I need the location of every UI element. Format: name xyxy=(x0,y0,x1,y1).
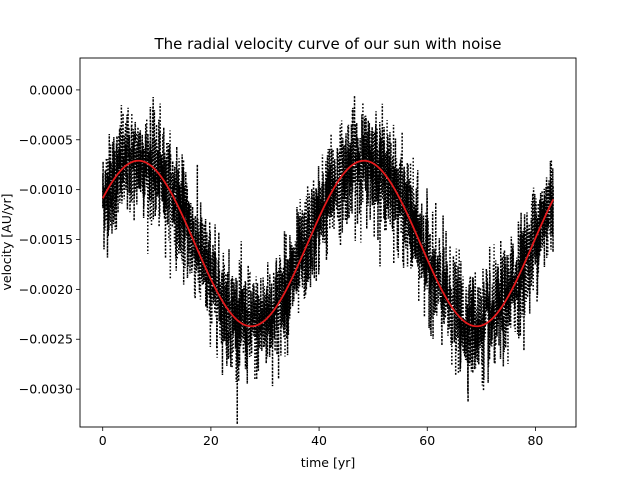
x-tick-label: 80 xyxy=(527,433,543,448)
y-axis: 0.0000 −0.0005 −0.0010 −0.0015 −0.0020 −0.002… xyxy=(19,82,80,397)
x-tick-label: 60 xyxy=(419,433,435,448)
x-tick-label: 20 xyxy=(203,433,219,448)
x-axis-label: time [yr] xyxy=(301,455,356,470)
y-tick-label: 0.0000 xyxy=(29,82,73,97)
y-tick-label: −0.0010 xyxy=(19,182,73,197)
x-tick-label: 40 xyxy=(311,433,327,448)
chart-title: The radial velocity curve of our sun wit… xyxy=(154,35,502,53)
y-tick-label: −0.0005 xyxy=(19,132,73,147)
y-tick-label: −0.0015 xyxy=(19,232,73,247)
plot-area xyxy=(101,95,555,425)
y-tick-label: −0.0025 xyxy=(19,332,73,347)
x-axis: 0 20 40 60 80 xyxy=(99,427,543,448)
model-series-line xyxy=(101,159,555,328)
y-tick-label: −0.0030 xyxy=(19,382,73,397)
plot-frame xyxy=(79,57,577,428)
y-axis-label: velocity [AU/yr] xyxy=(0,193,14,290)
x-tick-label: 0 xyxy=(99,433,107,448)
noisy-series-line xyxy=(101,95,555,425)
y-tick-label: −0.0020 xyxy=(19,282,73,297)
